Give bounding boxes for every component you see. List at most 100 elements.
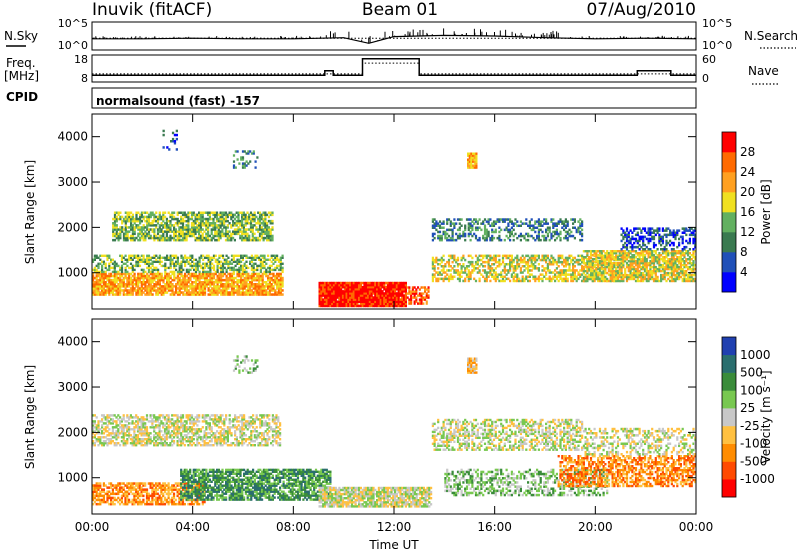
heatmap-cell: [232, 276, 235, 280]
heatmap-cell: [331, 283, 334, 287]
nsky-tick-bottom-right: 10^0: [702, 39, 732, 52]
heatmap-cell: [268, 289, 271, 292]
heatmap-cell: [267, 219, 270, 223]
heatmap-cell: [433, 267, 436, 270]
heatmap-cell: [417, 294, 420, 297]
heatmap-cell: [215, 215, 219, 219]
heatmap-cell: [550, 277, 553, 281]
heatmap-cell: [579, 269, 582, 272]
heatmap-cell: [164, 283, 167, 286]
heatmap-cell: [534, 279, 537, 283]
heatmap-cell: [265, 262, 268, 265]
heatmap-cell: [226, 232, 229, 236]
heatmap-cell: [242, 211, 245, 214]
heatmap-cell: [146, 222, 149, 225]
heatmap-cell: [198, 262, 201, 265]
heatmap-cell: [320, 283, 323, 287]
heatmap-cell: [509, 258, 512, 262]
heatmap-cell: [597, 275, 600, 278]
heatmap-cell: [464, 232, 467, 236]
heatmap-cell: [372, 292, 375, 295]
heatmap-cell: [577, 260, 580, 264]
heatmap-cell: [548, 277, 551, 281]
heatmap-cell: [175, 256, 178, 259]
heatmap-cell: [518, 265, 521, 268]
heatmap-cell: [189, 256, 192, 259]
heatmap-cell: [367, 300, 370, 303]
heatmap-cell: [176, 211, 179, 214]
freq-frame: [91, 54, 697, 83]
heatmap-cell: [236, 260, 239, 263]
heatmap-cell: [117, 270, 120, 274]
heatmap-cell: [254, 256, 257, 259]
heatmap-cell: [276, 276, 279, 280]
heatmap-cell: [390, 290, 393, 293]
heatmap-cell: [218, 274, 221, 278]
heatmap-cell: [372, 283, 375, 287]
heatmap-cell: [589, 256, 593, 260]
heatmap-cell: [104, 293, 107, 296]
heatmap-cell: [171, 211, 174, 214]
heatmap-cell: [207, 217, 210, 221]
heatmap-cell: [194, 222, 197, 225]
heatmap-cell: [492, 271, 496, 274]
heatmap-cell: [270, 260, 273, 263]
heatmap-cell: [182, 287, 185, 290]
heatmap-cell: [241, 264, 244, 268]
heatmap-cell: [322, 283, 325, 287]
heatmap-cell: [171, 217, 174, 221]
heatmap-cell: [394, 298, 397, 301]
heatmap-cell: [433, 258, 436, 262]
heatmap-cell: [258, 274, 261, 278]
heatmap-cell: [178, 232, 181, 236]
heatmap-cell: [259, 258, 262, 261]
heatmap-cell: [510, 263, 513, 266]
heatmap-cell: [331, 285, 334, 289]
heatmap-cell: [194, 274, 198, 278]
heatmap-cell: [97, 270, 100, 274]
heatmap-cell: [124, 215, 127, 219]
heatmap-cell: [431, 273, 434, 276]
heatmap-cell: [561, 256, 564, 260]
heatmap-cell: [198, 258, 201, 261]
heatmap-cell: [214, 228, 217, 231]
heatmap-cell: [243, 283, 246, 286]
heatmap-cell: [573, 277, 576, 281]
heatmap-cell: [458, 275, 461, 278]
heatmap-cell: [162, 281, 165, 284]
heatmap-cell: [258, 211, 262, 214]
heatmap-cell: [225, 283, 228, 286]
heatmap-cell: [453, 218, 456, 221]
heatmap-cell: [386, 298, 389, 301]
heatmap-cell: [267, 283, 270, 286]
heatmap-cell: [249, 274, 252, 278]
heatmap-cell: [185, 213, 188, 217]
heatmap-cell: [201, 222, 204, 225]
heatmap-cell: [147, 268, 151, 272]
heatmap-cell: [210, 228, 213, 231]
heatmap-cell: [180, 254, 183, 257]
heatmap-cell: [157, 270, 160, 274]
heatmap-cell: [265, 258, 268, 261]
heatmap-cell: [277, 281, 281, 284]
heatmap-cell: [151, 228, 154, 231]
heatmap-cell: [108, 276, 111, 280]
heatmap-cell: [214, 254, 217, 257]
heatmap-cell: [175, 254, 178, 257]
heatmap-cell: [207, 211, 210, 214]
heatmap-cell: [203, 230, 206, 233]
heatmap-cell: [530, 265, 533, 268]
heatmap-cell: [216, 262, 219, 265]
heatmap-cell: [460, 258, 463, 262]
heatmap-cell: [211, 266, 214, 270]
heatmap-cell: [347, 283, 350, 287]
heatmap-cell: [146, 228, 149, 231]
heatmap-cell: [550, 279, 553, 283]
heatmap-cell: [390, 292, 393, 295]
heatmap-cell: [115, 276, 118, 280]
heatmap-cell: [225, 258, 228, 261]
heatmap-cell: [236, 270, 239, 274]
heatmap-cell: [318, 285, 321, 289]
nsky-panel: N.Sky 10^5 10^0 10^5 10^0 N.Search: [4, 17, 798, 52]
heatmap-cell: [147, 281, 151, 284]
